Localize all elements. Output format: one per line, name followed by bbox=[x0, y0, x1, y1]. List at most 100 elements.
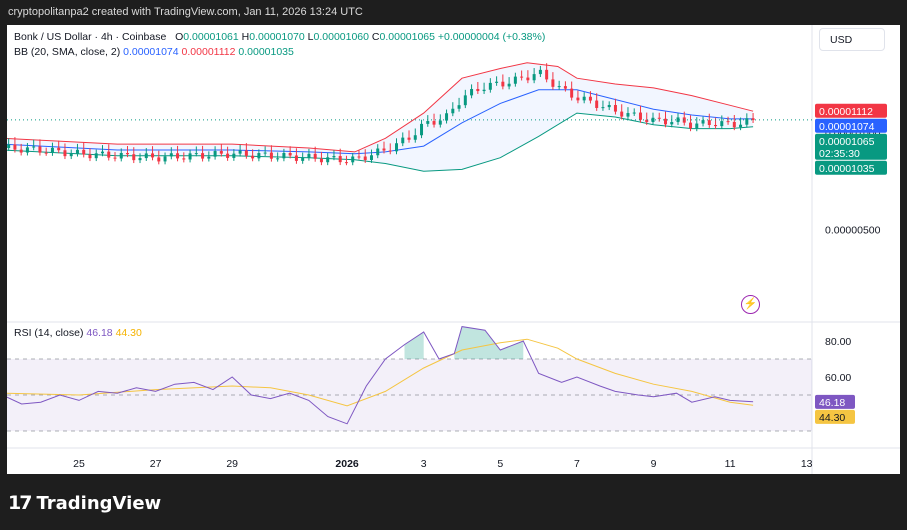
candle-body bbox=[219, 151, 223, 154]
low-label: L bbox=[307, 31, 314, 43]
time-axis-tick: 5 bbox=[497, 458, 503, 470]
chart-frame[interactable]: 0.00000500 0.00001000 60.00 80.00 25 27 29 2026… bbox=[7, 25, 900, 474]
candle-body bbox=[282, 152, 286, 159]
candle-body bbox=[576, 97, 580, 101]
candle-body bbox=[638, 112, 642, 120]
bb-basis-value: 0.00001074 bbox=[123, 46, 179, 58]
candle-body bbox=[344, 162, 348, 164]
candle-body bbox=[632, 112, 636, 114]
candle-body bbox=[507, 83, 511, 87]
candle-body bbox=[213, 151, 217, 157]
candle-body bbox=[188, 153, 192, 160]
candle-body bbox=[682, 117, 686, 123]
candle-body bbox=[176, 153, 180, 159]
candle-body bbox=[32, 146, 36, 148]
candle-body bbox=[520, 76, 524, 78]
candle-body bbox=[626, 113, 630, 117]
close-value: 0.00001065 bbox=[379, 31, 435, 43]
candle-body bbox=[488, 82, 492, 90]
symbol-label[interactable]: Bonk / US Dollar · 4h · Coinbase bbox=[14, 31, 167, 43]
candle-body bbox=[57, 147, 61, 151]
candle-body bbox=[126, 152, 130, 155]
candle-body bbox=[7, 144, 11, 149]
tradingview-footer: 17 TradingView bbox=[8, 490, 161, 516]
bb-basis-line bbox=[7, 89, 754, 155]
time-axis-tick: 9 bbox=[651, 458, 657, 470]
candle-body bbox=[182, 158, 186, 160]
candle-body bbox=[151, 153, 155, 158]
price-tag bbox=[815, 103, 887, 118]
candle-body bbox=[319, 158, 323, 163]
time-axis-tick: 27 bbox=[150, 458, 162, 470]
candle-body bbox=[726, 121, 730, 123]
candle-body bbox=[588, 96, 592, 101]
candle-body bbox=[714, 124, 718, 127]
candle-body bbox=[388, 150, 392, 152]
candle-body bbox=[664, 118, 668, 125]
rsi-overbought-fill bbox=[404, 332, 424, 359]
price-tag bbox=[815, 118, 887, 133]
candle-body bbox=[407, 137, 411, 140]
candle-body bbox=[50, 147, 54, 153]
time-axis-tick: 11 bbox=[725, 458, 736, 470]
candle-body bbox=[94, 153, 98, 159]
currency-button[interactable]: USD bbox=[819, 28, 885, 51]
bb-legend[interactable]: BB (20, SMA, close, 2) 0.00001074 0.0000… bbox=[14, 46, 294, 58]
rsi-axis-tick: 60.00 bbox=[825, 372, 851, 384]
candle-body bbox=[357, 156, 361, 158]
candle-body bbox=[739, 124, 743, 128]
time-axis-tick: 3 bbox=[421, 458, 427, 470]
candle-body bbox=[19, 149, 23, 153]
candle-body bbox=[201, 153, 205, 159]
candle-body bbox=[307, 153, 311, 158]
candle-body bbox=[432, 121, 436, 125]
candle-body bbox=[570, 88, 574, 98]
candle-body bbox=[538, 69, 542, 75]
rsi-legend[interactable]: RSI (14, close) 46.18 44.30 bbox=[14, 327, 142, 339]
candle-body bbox=[25, 147, 29, 153]
candle-body bbox=[144, 153, 148, 159]
candle-body bbox=[63, 150, 67, 157]
candle-body bbox=[332, 156, 336, 158]
time-axis-tick: 25 bbox=[73, 458, 85, 470]
candle-body bbox=[138, 158, 142, 161]
price-tag-countdown: 02:35:30 bbox=[819, 148, 860, 160]
candle-body bbox=[751, 118, 755, 121]
candle-body bbox=[75, 149, 79, 154]
candle-body bbox=[207, 156, 211, 159]
candle-body bbox=[701, 120, 705, 124]
candle-body bbox=[351, 156, 355, 163]
candle-body bbox=[745, 118, 749, 125]
candle-body bbox=[420, 123, 424, 136]
rsi-tag-label: 44.30 bbox=[819, 412, 845, 424]
candle-body bbox=[69, 153, 73, 157]
candle-body bbox=[426, 121, 430, 124]
candle-body bbox=[169, 153, 173, 157]
time-axis-tick: 2026 bbox=[335, 458, 359, 470]
candle-body bbox=[670, 122, 674, 125]
candle-body bbox=[132, 154, 136, 161]
candle-body bbox=[238, 150, 242, 154]
candle-body bbox=[44, 152, 48, 154]
price-tag-label: 0.00001065 bbox=[819, 136, 875, 148]
rsi-tag bbox=[815, 409, 855, 424]
lightning-icon[interactable]: ⚡ bbox=[741, 295, 760, 314]
price-tag-label: 0.00001112 bbox=[819, 106, 873, 118]
rsi-overbought-fill bbox=[454, 326, 524, 359]
candle-body bbox=[645, 119, 649, 123]
candle-body bbox=[501, 81, 505, 87]
candle-body bbox=[676, 117, 680, 123]
candle-body bbox=[457, 105, 461, 109]
candle-body bbox=[689, 122, 693, 129]
candle-body bbox=[607, 105, 611, 108]
open-label: O bbox=[175, 31, 184, 43]
candle-body bbox=[251, 155, 255, 159]
change-value: +0.00000004 (+0.38%) bbox=[437, 31, 546, 43]
close-label: C bbox=[371, 31, 380, 43]
rsi-value: 46.18 bbox=[86, 327, 113, 339]
candle-body bbox=[545, 69, 549, 80]
candle-body bbox=[451, 108, 455, 114]
candle-body bbox=[100, 151, 104, 154]
open-value: 0.00001061 bbox=[183, 31, 239, 43]
